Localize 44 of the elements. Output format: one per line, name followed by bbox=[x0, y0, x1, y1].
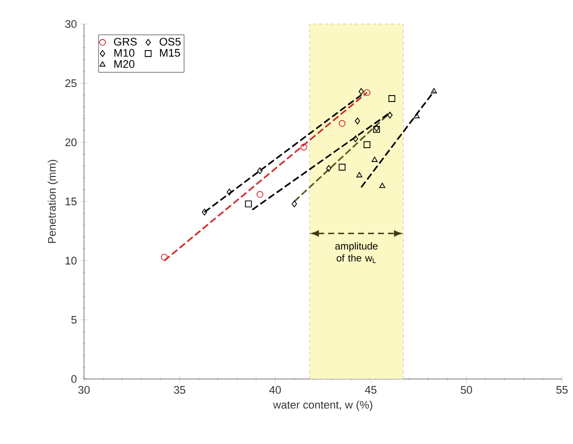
y-tick-label: 15 bbox=[66, 198, 77, 206]
legend-label: M20 bbox=[114, 60, 134, 68]
point bbox=[430, 88, 437, 94]
point bbox=[354, 118, 360, 124]
x-axis-title: water content, w (%) bbox=[273, 400, 372, 411]
point bbox=[338, 120, 346, 127]
point bbox=[352, 135, 358, 142]
point bbox=[387, 112, 393, 119]
point bbox=[414, 112, 420, 118]
point bbox=[372, 156, 378, 162]
y-tick-label: 5 bbox=[71, 316, 77, 324]
x-tick-label: 35 bbox=[174, 386, 186, 394]
point bbox=[245, 200, 252, 208]
point bbox=[356, 172, 362, 178]
point bbox=[202, 208, 208, 216]
point bbox=[388, 95, 396, 102]
point bbox=[326, 164, 332, 172]
y-axis-title: Penetration (mm) bbox=[48, 160, 58, 243]
point bbox=[300, 144, 308, 150]
y-tick-label: 20 bbox=[65, 138, 77, 146]
point bbox=[358, 88, 364, 95]
band-label: amplitude of the w$_{L}$ bbox=[335, 242, 378, 263]
point bbox=[256, 191, 264, 198]
point bbox=[257, 167, 263, 174]
y-tick-label: 25 bbox=[65, 79, 77, 88]
x-tick-label: 50 bbox=[460, 386, 472, 394]
y-tick-label: 0 bbox=[71, 375, 77, 383]
point bbox=[292, 200, 297, 208]
point bbox=[338, 164, 346, 171]
x-tick-label: 30 bbox=[78, 386, 90, 394]
legend-label: GRS bbox=[114, 38, 137, 46]
point bbox=[226, 188, 232, 196]
x-tick-label: 55 bbox=[556, 386, 568, 394]
point bbox=[364, 89, 370, 96]
legend-label: M15 bbox=[160, 49, 180, 57]
legend-label: OS5 bbox=[160, 38, 181, 46]
point bbox=[379, 182, 386, 188]
x-tick-label: 40 bbox=[269, 386, 281, 394]
y-tick-label: 30 bbox=[65, 20, 77, 28]
point bbox=[160, 254, 168, 261]
x-tick-label: 45 bbox=[364, 386, 376, 394]
point bbox=[364, 141, 370, 148]
legend-label: M10 bbox=[114, 48, 134, 57]
y-tick-label: 10 bbox=[66, 256, 77, 265]
